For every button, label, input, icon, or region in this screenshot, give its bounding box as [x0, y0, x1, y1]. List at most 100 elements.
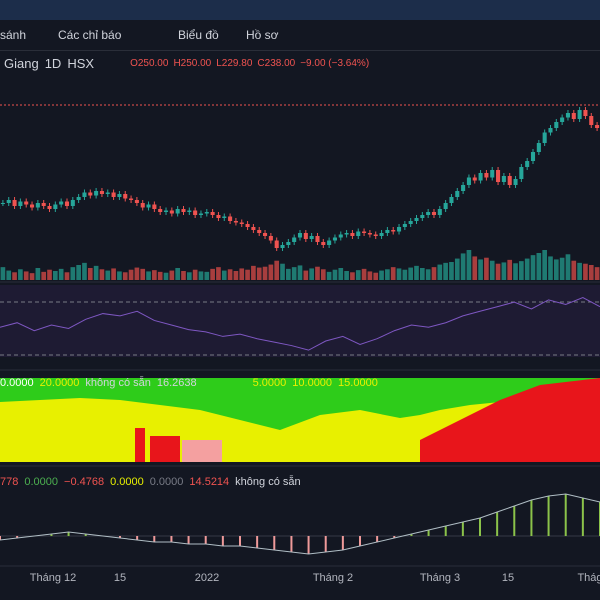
- indicator-value: không có sẵn: [85, 377, 151, 389]
- candle: [530, 152, 536, 161]
- candle: [94, 191, 99, 196]
- volume-bar: [431, 267, 437, 280]
- candle: [30, 204, 35, 208]
- candle: [408, 221, 413, 224]
- volume-bar: [47, 269, 52, 280]
- candle: [268, 236, 273, 241]
- candle: [315, 236, 320, 242]
- volume-bar: [221, 270, 227, 280]
- volume-bar: [146, 271, 151, 280]
- candle: [560, 117, 565, 122]
- legend-exchange: HSX: [67, 56, 95, 71]
- macd-value: 778: [0, 476, 19, 488]
- macd-hist: [50, 534, 53, 536]
- macd-hist: [530, 500, 533, 536]
- candle: [496, 170, 501, 182]
- candle: [129, 198, 134, 200]
- time-label: Thág: [577, 572, 600, 584]
- candle: [111, 192, 116, 197]
- candle: [228, 216, 233, 221]
- volume-bar: [297, 265, 303, 280]
- macd-value: 14.5214: [189, 476, 230, 488]
- legend-open: O250.00: [130, 58, 169, 69]
- volume-bar: [524, 258, 530, 280]
- candle: [513, 179, 518, 185]
- candle: [426, 212, 431, 215]
- candle: [396, 227, 402, 232]
- candle: [6, 200, 11, 203]
- volume-bar: [437, 264, 443, 280]
- volume-bar: [262, 266, 268, 280]
- macd-hist: [16, 536, 19, 538]
- volume-bar: [466, 250, 472, 280]
- volume-bar: [227, 269, 233, 280]
- volume-bar: [326, 271, 332, 280]
- candle: [484, 173, 489, 178]
- time-label: Tháng 12: [30, 572, 76, 584]
- candle: [437, 209, 442, 215]
- volume-bar: [175, 268, 180, 280]
- indicator-value: 20.0000: [39, 377, 80, 389]
- candle: [350, 233, 355, 236]
- candle: [117, 194, 122, 197]
- time-label: Tháng 2: [313, 572, 353, 584]
- volume-bar: [460, 253, 466, 280]
- macd-hist: [239, 536, 241, 546]
- volume-bar: [315, 266, 320, 280]
- volume-bar: [303, 270, 309, 280]
- macd-hist: [187, 536, 190, 544]
- volume-bar: [58, 268, 64, 280]
- macd-hist: [67, 532, 70, 536]
- volume-bar: [76, 265, 81, 280]
- volume-bar: [198, 271, 204, 280]
- macd-hist: [256, 536, 259, 548]
- volume-bar: [553, 259, 559, 280]
- toolbar-item[interactable]: Các chỉ báo: [58, 28, 122, 42]
- volume-bar: [239, 268, 245, 280]
- macd-hist: [307, 536, 310, 554]
- volume-bar: [408, 267, 414, 280]
- volume-bar: [484, 257, 489, 280]
- volume-bar: [588, 265, 594, 280]
- candle: [0, 203, 5, 204]
- macd-value: 0.0000: [24, 476, 59, 488]
- macd-hist: [324, 536, 327, 552]
- toolbar-item[interactable]: Biểu đồ: [178, 28, 219, 42]
- candle: [414, 218, 419, 221]
- volume-bar: [519, 261, 524, 280]
- candle: [379, 233, 384, 236]
- candle: [286, 242, 291, 245]
- legend-high: H250.00: [173, 58, 212, 69]
- candle: [292, 237, 297, 242]
- volume-bar: [594, 267, 600, 280]
- toolbar-item[interactable]: sánh: [0, 28, 27, 42]
- volume-bar: [0, 267, 6, 280]
- volume-bar: [6, 270, 12, 280]
- candle: [245, 224, 250, 227]
- candle: [309, 236, 314, 239]
- candle: [198, 213, 204, 215]
- volume-bar: [402, 269, 408, 280]
- volume-bar: [186, 272, 192, 280]
- toolbar-item[interactable]: Hồ sơ: [246, 28, 279, 42]
- volume-bar: [23, 271, 29, 280]
- volume-bar: [559, 257, 565, 280]
- volume-bar: [443, 262, 448, 280]
- candle: [583, 110, 588, 116]
- candle: [519, 167, 524, 179]
- candle: [362, 231, 367, 233]
- volume-bar: [152, 270, 157, 280]
- candle: [548, 128, 553, 133]
- candle: [507, 176, 512, 185]
- volume-bar: [379, 270, 384, 280]
- volume-bar: [157, 271, 163, 280]
- candle: [472, 177, 477, 181]
- candle: [210, 212, 215, 215]
- candle: [338, 234, 343, 238]
- volume-bar: [140, 268, 146, 280]
- macd-value: −0.4768: [64, 476, 105, 488]
- candle: [158, 209, 163, 212]
- volume-bar: [454, 258, 460, 280]
- volume-bar: [29, 273, 35, 280]
- volume-bar: [507, 259, 513, 280]
